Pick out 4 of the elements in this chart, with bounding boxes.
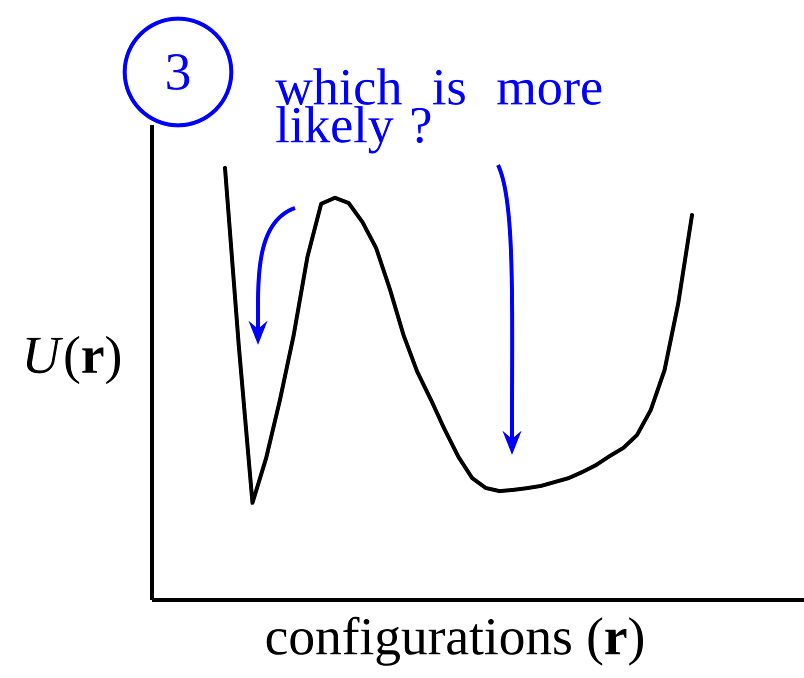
text: 3 <box>167 54 190 90</box>
x-axis-title: configurations (r) <box>266 616 643 666</box>
y-axis-title: U(r) <box>26 336 120 384</box>
text: which is more likely ? <box>275 68 602 154</box>
